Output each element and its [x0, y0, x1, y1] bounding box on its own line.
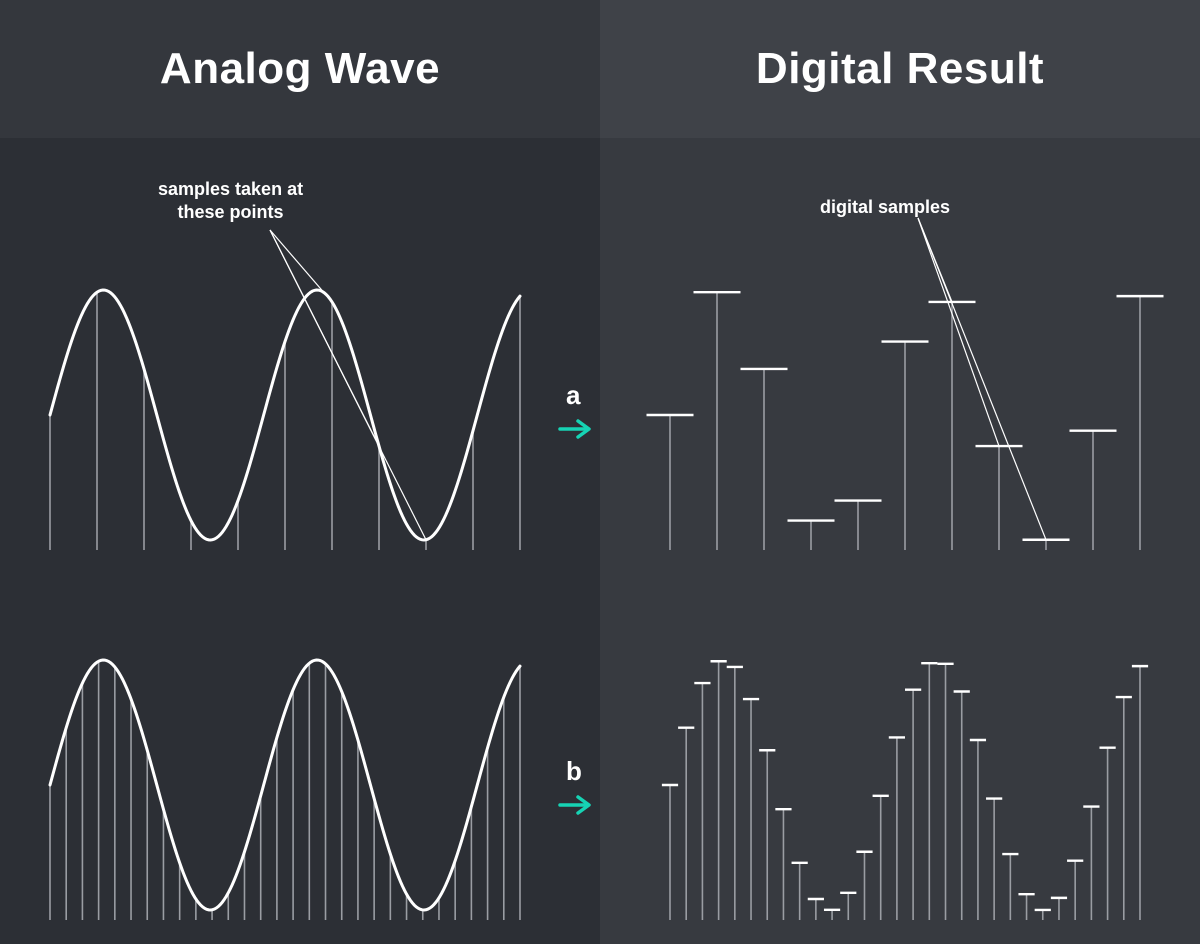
row-label-a: a — [566, 380, 580, 411]
panel-digital-a — [600, 160, 1200, 560]
diagram-root: Analog Wave Digital Result samples taken… — [0, 0, 1200, 944]
row-label-b: b — [566, 756, 582, 787]
header-right: Digital Result — [600, 0, 1200, 138]
arrow-icon — [558, 418, 592, 440]
header-left-title: Analog Wave — [160, 44, 440, 94]
panel-digital-b — [600, 620, 1200, 940]
header-right-title: Digital Result — [756, 44, 1044, 94]
callout-right: digital samples — [820, 196, 950, 219]
arrow-icon — [558, 794, 592, 816]
header-left: Analog Wave — [0, 0, 600, 138]
callout-left: samples taken at these points — [158, 178, 303, 223]
panel-analog-b — [0, 620, 600, 940]
